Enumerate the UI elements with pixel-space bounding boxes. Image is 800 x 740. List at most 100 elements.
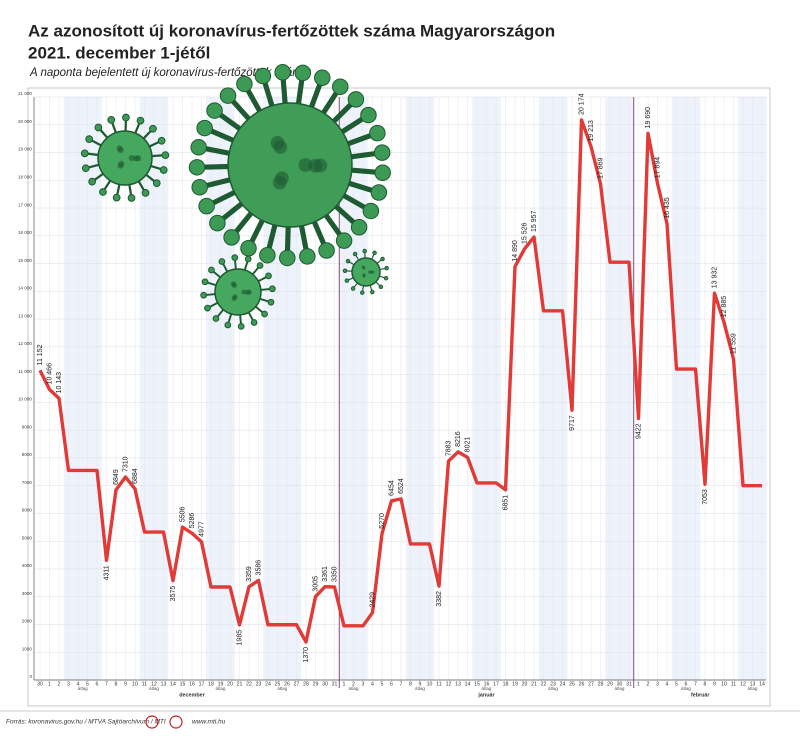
average-label: átlag: [615, 686, 625, 691]
frame: [27, 87, 771, 707]
virus-spike-tip: [237, 322, 245, 330]
x-tick-label: 25: [569, 681, 575, 687]
virus-spike-tip: [122, 113, 130, 122]
average-label: átlag: [548, 686, 558, 691]
value-label: 5506: [179, 506, 186, 522]
virus-body: [214, 268, 262, 316]
virus-spike-tip: [141, 189, 150, 197]
value-label: 4977: [198, 521, 205, 537]
virus-spot: [298, 158, 313, 172]
virus-spot: [128, 155, 135, 161]
x-tick-label: 23: [550, 681, 556, 687]
virus-spot: [367, 270, 372, 274]
virus-spike-tip: [190, 139, 207, 156]
x-tick-label: 25: [275, 681, 281, 687]
virus-spike-tip: [279, 249, 296, 267]
virus-spike-tip: [268, 285, 276, 293]
x-tick-label: 30: [322, 681, 328, 687]
footer-source: Forrás: koronavirus.gov.hu / MTVA Sajtóa…: [6, 719, 166, 726]
x-tick-label: 23: [256, 681, 262, 687]
y-tick-label: 1000: [22, 646, 33, 651]
y-tick-label: 2000: [22, 619, 33, 624]
virus-spike-tip: [152, 179, 161, 188]
virus-spike-tip: [332, 78, 349, 95]
virus-spike-tip: [88, 177, 97, 186]
y-tick-label: 14 000: [18, 286, 32, 291]
average-band: [63, 97, 102, 680]
y-tick-label: 13 000: [18, 313, 32, 318]
value-label: 19 690: [645, 107, 652, 129]
value-label: 2429: [369, 592, 376, 608]
value-label: 5286: [189, 513, 196, 529]
virus-spike-tip: [294, 64, 311, 82]
footer-website: www.mti.hu: [192, 719, 226, 726]
virus-spike-tip: [360, 106, 377, 124]
virus-spike-tip: [80, 149, 89, 158]
x-tick-label: 7: [105, 681, 108, 687]
y-tick-label: 18 000: [18, 175, 32, 180]
average-label: átlag: [149, 686, 159, 691]
virus-spot: [232, 294, 238, 300]
x-tick-label: 14: [170, 681, 176, 687]
virus-spike-tip: [219, 87, 237, 104]
x-tick-label: 26: [579, 681, 585, 687]
value-label: 7883: [445, 440, 452, 456]
y-tick-label: 15 000: [18, 258, 32, 263]
virus-spike-tip: [231, 254, 239, 262]
value-label: 6851: [502, 495, 509, 511]
x-tick-label: 4: [666, 681, 669, 687]
virus-spot: [244, 289, 250, 295]
virus-body: [227, 102, 353, 228]
x-tick-label: 7: [400, 681, 403, 687]
value-label: 3575: [170, 586, 177, 602]
x-tick-label: 3: [362, 681, 365, 687]
x-tick-label: 14: [465, 681, 471, 687]
virus-spike-tip: [360, 290, 365, 295]
x-tick-label: 8: [409, 681, 412, 687]
x-tick-label: 13: [750, 681, 756, 687]
y-tick-label: 9000: [22, 424, 33, 429]
virus-spike-tip: [112, 193, 121, 202]
average-label: átlag: [216, 686, 226, 691]
x-tick-label: 3: [67, 681, 70, 687]
virus-spike-tip: [352, 251, 358, 257]
virus-spike-tip: [224, 321, 232, 329]
value-label: 1985: [236, 630, 243, 646]
virus-spike-tip: [191, 179, 208, 196]
virus-spike-tip: [383, 275, 389, 281]
value-label: 19 213: [588, 120, 595, 142]
virus-spike-tip: [201, 278, 209, 286]
virus-spike-tip: [200, 291, 208, 299]
x-tick-label: 24: [265, 681, 271, 687]
y-tick-label: 8000: [22, 452, 33, 457]
virus-spike-tip: [314, 69, 331, 87]
virus-spike-tip: [157, 136, 166, 145]
y-tick-label: 10 000: [18, 397, 32, 402]
x-tick-label: 7: [694, 681, 697, 687]
logo: [145, 715, 159, 729]
value-label: 11 559: [730, 333, 737, 354]
x-tick-label: 29: [607, 681, 613, 687]
virus-spike-tip: [107, 116, 116, 124]
virus-spike-tip: [265, 272, 272, 280]
y-tick-label: 12 000: [18, 341, 32, 346]
virus-spike-tip: [99, 188, 107, 196]
virus-spike-tip: [384, 265, 389, 271]
virus-spot: [133, 155, 140, 162]
x-tick-label: 12: [151, 681, 157, 687]
virus-spike-tip: [240, 239, 257, 257]
chart-title: Az azonosított új koronavírus-fertőzötte…: [28, 21, 555, 40]
virus-spike-tip: [374, 164, 391, 181]
value-label: 4311: [103, 565, 110, 580]
x-tick-label: 1: [48, 681, 51, 687]
data-line: [38, 118, 762, 644]
y-tick-label: 21 000: [18, 91, 32, 96]
y-tick-label: 17 000: [18, 202, 32, 207]
virus-spike-tip: [373, 144, 391, 161]
value-label: 20 174: [578, 93, 585, 115]
x-tick-label: 2: [647, 681, 650, 687]
chart-subtitle: A naponta bejelentett új koronavírus-fer…: [29, 67, 311, 79]
x-tick-label: 27: [588, 681, 594, 687]
virus-spike-tip: [372, 250, 377, 256]
